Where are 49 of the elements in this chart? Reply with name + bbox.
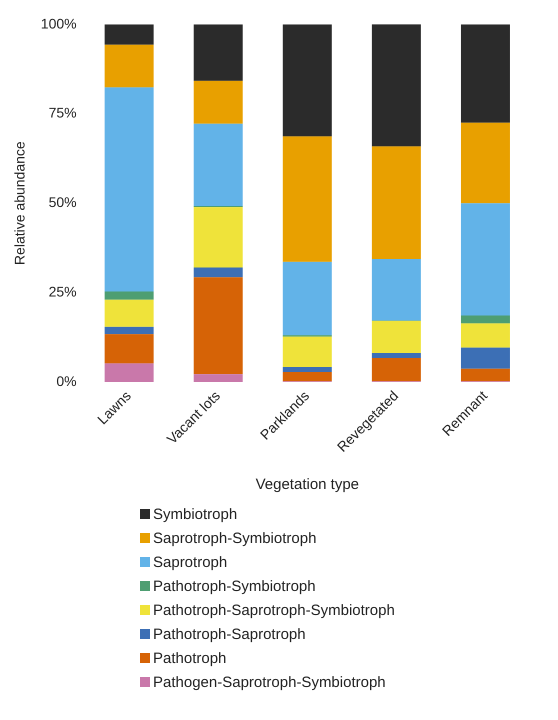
legend-label: Saprotroph [153,554,228,570]
bar [282,262,332,336]
bar [104,334,154,364]
bar [460,368,510,382]
bar [282,136,332,262]
y-tick-label: 100% [40,15,77,32]
bar [372,353,421,358]
bar [372,146,421,259]
bar [372,358,421,382]
bar [194,207,243,268]
legend-label: Pathogen-Saprotroph-Symbiotroph [153,674,386,690]
legend-label: Pathotroph [153,650,226,666]
bar [104,292,154,300]
bar [460,203,510,316]
bar [282,24,332,136]
y-axis-title: Relative abundance [11,141,28,266]
bar [372,258,421,320]
bar [460,348,510,369]
x-axis-title: Vegetation type [256,476,360,494]
bar [460,122,510,204]
legend-label: Pathotroph-Symbiotroph [153,578,316,594]
bar [194,277,243,374]
legend-label: Saprotroph-Symbiotroph [153,530,316,546]
bar [282,372,332,382]
bar [104,300,154,327]
legend-label: Symbiotroph [153,506,238,522]
bar [194,124,243,206]
bar [194,374,243,382]
bar [372,320,421,354]
y-tick-label: 0% [56,372,77,389]
bar [372,24,421,146]
bar [194,268,243,278]
bar [460,323,510,348]
y-tick-label: 75% [48,104,77,121]
bar [194,24,243,81]
bar [104,326,154,334]
bar [460,24,510,123]
legend-label: Pathotroph-Saprotroph [153,626,306,642]
legend-label: Pathotroph-Saprotroph-Symbiotroph [153,602,395,618]
bar [104,363,154,382]
bar [460,315,510,324]
bar [104,44,154,88]
y-tick-label: 25% [48,283,77,300]
bar [104,24,154,45]
bar [194,80,243,124]
y-tick-label: 50% [48,194,77,210]
bar [104,87,154,292]
bar [282,336,332,367]
bar [282,366,332,372]
